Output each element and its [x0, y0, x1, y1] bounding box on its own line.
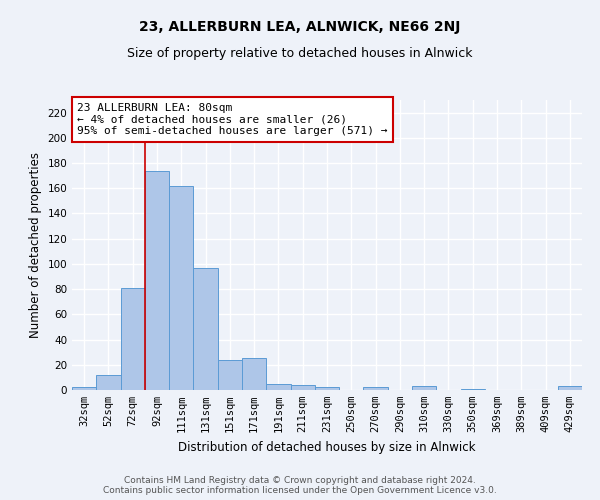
- Bar: [558, 386, 582, 390]
- Bar: [72, 388, 96, 390]
- Text: Size of property relative to detached houses in Alnwick: Size of property relative to detached ho…: [127, 48, 473, 60]
- Bar: [145, 170, 169, 390]
- Bar: [193, 268, 218, 390]
- Bar: [96, 375, 121, 390]
- Bar: [266, 384, 290, 390]
- Bar: [121, 288, 145, 390]
- Bar: [169, 186, 193, 390]
- Y-axis label: Number of detached properties: Number of detached properties: [29, 152, 42, 338]
- X-axis label: Distribution of detached houses by size in Alnwick: Distribution of detached houses by size …: [178, 440, 476, 454]
- Text: 23 ALLERBURN LEA: 80sqm
← 4% of detached houses are smaller (26)
95% of semi-det: 23 ALLERBURN LEA: 80sqm ← 4% of detached…: [77, 103, 388, 136]
- Text: 23, ALLERBURN LEA, ALNWICK, NE66 2NJ: 23, ALLERBURN LEA, ALNWICK, NE66 2NJ: [139, 20, 461, 34]
- Bar: [364, 388, 388, 390]
- Bar: [218, 360, 242, 390]
- Bar: [242, 358, 266, 390]
- Bar: [290, 385, 315, 390]
- Text: Contains HM Land Registry data © Crown copyright and database right 2024.
Contai: Contains HM Land Registry data © Crown c…: [103, 476, 497, 495]
- Bar: [461, 388, 485, 390]
- Bar: [412, 386, 436, 390]
- Bar: [315, 388, 339, 390]
